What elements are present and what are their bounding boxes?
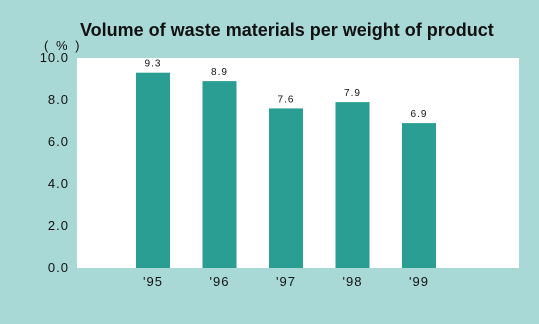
- y-tick-label: 2.0: [48, 218, 69, 233]
- data-label: 8.9: [211, 67, 228, 78]
- y-tick-label: 0.0: [48, 260, 69, 275]
- data-label: 7.9: [344, 88, 361, 99]
- y-tick-label: 4.0: [48, 176, 69, 191]
- bar: [269, 108, 303, 269]
- bar: [136, 72, 170, 268]
- bar: [202, 81, 237, 268]
- x-tick-label: '98: [343, 274, 363, 289]
- y-tick-label: 8.0: [48, 92, 69, 107]
- x-tick-label: '96: [210, 274, 230, 289]
- data-label: 6.9: [411, 109, 428, 120]
- chart-title: Volume of waste materials per weight of …: [80, 20, 494, 40]
- x-tick-label: '99: [409, 274, 429, 289]
- data-label: 7.6: [278, 94, 295, 105]
- y-tick-label: 6.0: [48, 134, 69, 149]
- bar: [402, 123, 436, 268]
- x-tick-label: '97: [276, 274, 296, 289]
- bar: [335, 102, 370, 268]
- data-label: 9.3: [145, 59, 162, 70]
- y-unit-label: ( % ): [44, 38, 82, 53]
- y-tick-label: 10.0: [40, 50, 69, 65]
- x-tick-label: '95: [143, 274, 163, 289]
